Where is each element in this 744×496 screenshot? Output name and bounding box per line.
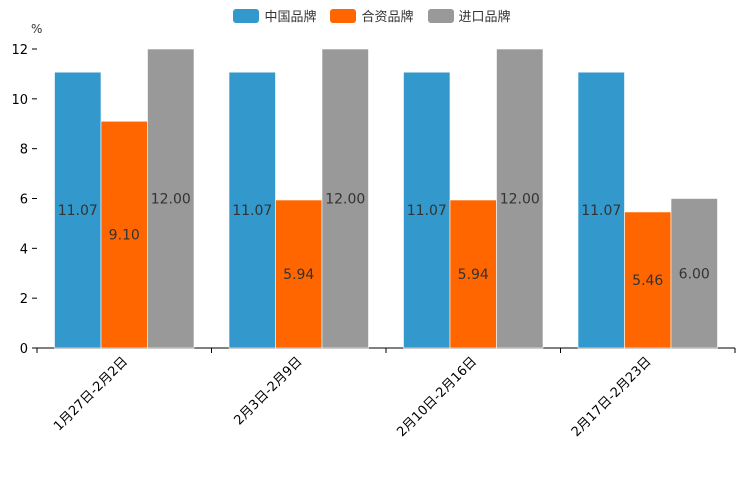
- legend-swatch-jv-brand: [330, 8, 357, 23]
- bar: [403, 71, 451, 349]
- bar: [449, 199, 497, 349]
- bar: [228, 71, 276, 349]
- y-tick-label: 0: [20, 342, 28, 357]
- y-tick-label: 6: [20, 193, 28, 208]
- legend-item-china-brand[interactable]: 中国品牌: [233, 6, 316, 25]
- x-tick-label: 2月17日-2月23日: [569, 354, 655, 440]
- y-tick-label: 4: [20, 242, 28, 257]
- legend-label-jv-brand: 合资品牌: [361, 10, 414, 25]
- bar-data-label: 11.07: [58, 203, 98, 219]
- bar: [321, 48, 369, 349]
- bar-data-label: 12.00: [325, 192, 365, 208]
- bar: [275, 199, 323, 349]
- bar: [54, 71, 102, 349]
- legend-item-jv-brand[interactable]: 合资品牌: [330, 6, 414, 25]
- bar-data-label: 11.07: [581, 203, 621, 219]
- bar-data-label: 9.10: [109, 228, 140, 244]
- legend-item-import-brand[interactable]: 进口品牌: [427, 6, 511, 25]
- bar-data-label: 11.07: [407, 203, 447, 219]
- bar-data-label: 5.46: [632, 273, 663, 289]
- bar: [147, 48, 195, 349]
- legend-swatch-import-brand: [427, 8, 454, 23]
- y-axis-unit-label: %: [31, 22, 43, 36]
- bar: [577, 71, 625, 349]
- x-tick-label: 2月10日-2月16日: [394, 354, 480, 440]
- y-tick-label: 8: [20, 143, 28, 158]
- bar-data-label: 12.00: [500, 192, 540, 208]
- x-tick-label: 2月3日-2月9日: [231, 354, 305, 428]
- bar-data-label: 6.00: [679, 266, 710, 282]
- y-tick-label: 2: [20, 292, 28, 307]
- y-tick-label: 12: [11, 43, 28, 58]
- chart-legend: 中国品牌 合资品牌 进口品牌: [0, 6, 744, 25]
- bar: [496, 48, 544, 349]
- y-tick-label: 10: [11, 93, 28, 108]
- bar-data-label: 11.07: [232, 203, 272, 219]
- bar-data-label: 12.00: [151, 192, 191, 208]
- bar-data-label: 5.94: [283, 267, 314, 283]
- legend-label-import-brand: 进口品牌: [458, 10, 511, 25]
- bar-data-label: 5.94: [458, 267, 489, 283]
- legend-label-china-brand: 中国品牌: [264, 10, 317, 25]
- bar: [670, 198, 718, 349]
- bar: [100, 120, 148, 349]
- legend-swatch-china-brand: [233, 8, 260, 23]
- x-tick-label: 1月27日-2月2日: [51, 354, 131, 434]
